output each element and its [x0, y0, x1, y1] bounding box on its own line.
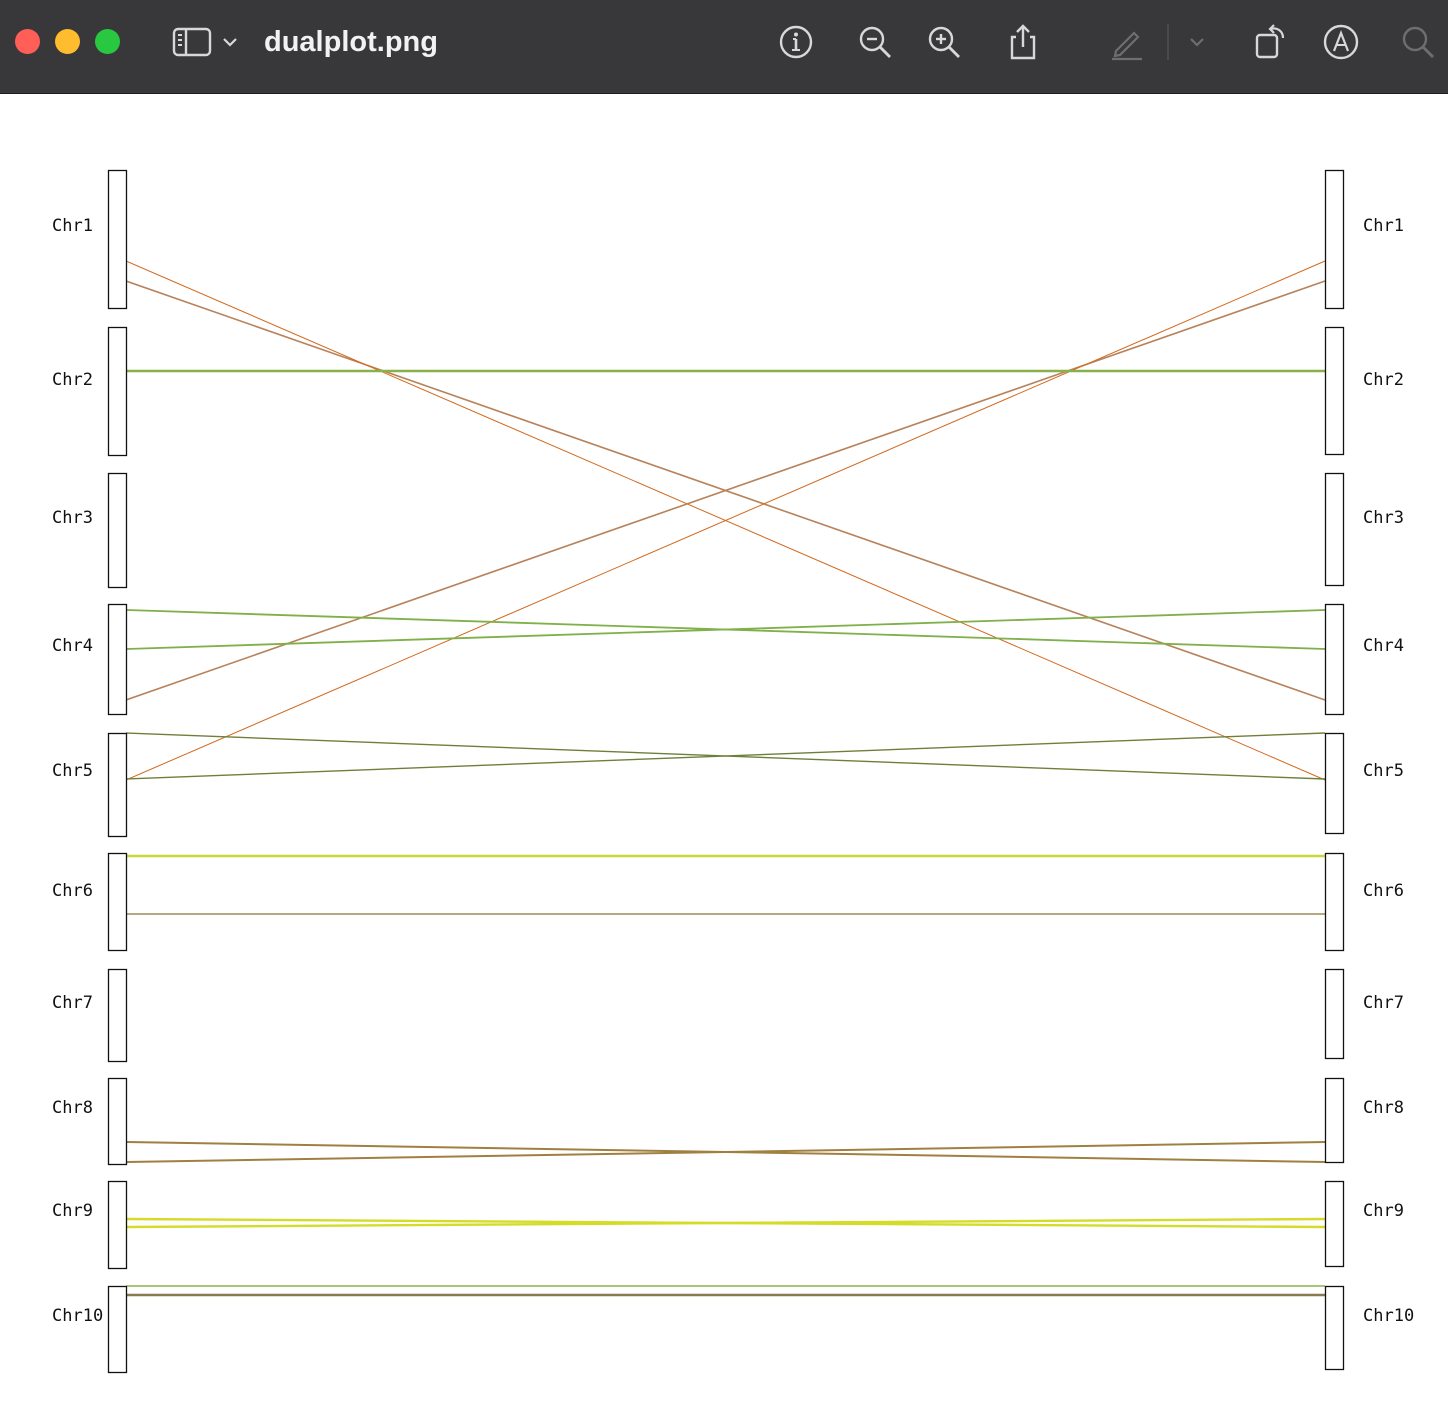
right-chromosome-bar-chr3 — [1324, 472, 1345, 587]
left-chromosome-bar-chr4 — [107, 603, 128, 716]
left-chromosome-bar-chr5 — [107, 732, 128, 838]
annotate-icon[interactable] — [1321, 22, 1361, 62]
left-chromosome-bar-chr7 — [107, 968, 128, 1063]
left-chromosome-label-chr9: Chr9 — [52, 1201, 93, 1221]
markup-pen-icon[interactable] — [1107, 22, 1147, 62]
sidebar-toggle-icon[interactable] — [172, 22, 212, 62]
left-chromosome-bar-chr2 — [107, 326, 128, 457]
synteny-link-chr9-chr9 — [125, 1217, 1326, 1229]
info-icon[interactable] — [776, 22, 816, 62]
right-chromosome-bar-chr6 — [1324, 852, 1345, 952]
right-chromosome-label-chr7: Chr7 — [1363, 993, 1404, 1013]
right-chromosome-bar-chr10 — [1324, 1285, 1345, 1371]
right-chromosome-label-chr3: Chr3 — [1363, 508, 1404, 528]
toolbar-separator — [1167, 24, 1169, 60]
synteny-plot: Chr1 Chr2 Chr3 Chr4 Chr5 Chr6 Chr7 Chr8 Chr9 Chr1… — [52, 169, 1414, 1374]
document-view: Chr1 Chr2 Chr3 Chr4 Chr5 Chr6 Chr7 Chr8 Chr9 Chr1… — [0, 95, 1448, 1402]
links-layer — [125, 260, 1326, 1297]
right-chromosome-label-chr10: Chr10 — [1363, 1306, 1414, 1326]
left-chromosome-label-chr3: Chr3 — [52, 508, 93, 528]
right-chromosome-label-chr9: Chr9 — [1363, 1201, 1404, 1221]
window-title: dualplot.png — [264, 26, 438, 58]
right-chromosome-label-chr5: Chr5 — [1363, 761, 1404, 781]
left-chromosome-label-chr7: Chr7 — [52, 993, 93, 1013]
right-chromosome-label-chr2: Chr2 — [1363, 370, 1404, 390]
zoom-out-icon[interactable] — [855, 22, 895, 62]
right-chromosome-bar-chr9 — [1324, 1180, 1345, 1268]
chromosomes-layer: Chr1 Chr2 Chr3 Chr4 Chr5 Chr6 Chr7 Chr8 Chr9 Chr1… — [52, 169, 1414, 1374]
chevron-down-icon[interactable] — [215, 22, 245, 62]
right-chromosome-label-chr6: Chr6 — [1363, 881, 1404, 901]
synteny-link-chr5-chr1 — [125, 260, 1326, 781]
left-chromosome-bar-chr9 — [107, 1180, 128, 1270]
synteny-link-chr4-chr4 — [125, 609, 1326, 650]
search-icon[interactable] — [1398, 22, 1438, 62]
right-chromosome-label-chr4: Chr4 — [1363, 636, 1404, 656]
right-chromosome-label-chr1: Chr1 — [1363, 216, 1404, 236]
left-chromosome-label-chr6: Chr6 — [52, 881, 93, 901]
close-window-button[interactable] — [15, 29, 40, 54]
left-chromosome-bar-chr1 — [107, 169, 128, 310]
title-bar: dualplot.png — [0, 0, 1448, 94]
right-chromosome-bar-chr4 — [1324, 603, 1345, 716]
right-chromosome-bar-chr1 — [1324, 169, 1345, 310]
left-chromosome-label-chr8: Chr8 — [52, 1098, 93, 1118]
right-chromosome-bar-chr2 — [1324, 326, 1345, 456]
synteny-link-chr4-chr1 — [125, 280, 1326, 701]
zoom-window-button[interactable] — [95, 29, 120, 54]
left-chromosome-label-chr10: Chr10 — [52, 1306, 103, 1326]
minimize-window-button[interactable] — [55, 29, 80, 54]
left-chromosome-label-chr2: Chr2 — [52, 370, 93, 390]
left-chromosome-bar-chr10 — [107, 1285, 128, 1374]
synteny-link-chr8-chr8 — [125, 1141, 1326, 1163]
left-chromosome-bar-chr8 — [107, 1077, 128, 1166]
left-chromosome-bar-chr3 — [107, 472, 128, 589]
left-chromosome-label-chr1: Chr1 — [52, 216, 93, 236]
right-chromosome-label-chr8: Chr8 — [1363, 1098, 1404, 1118]
right-chromosome-bar-chr8 — [1324, 1077, 1345, 1164]
share-icon[interactable] — [1003, 22, 1043, 62]
left-chromosome-label-chr4: Chr4 — [52, 636, 93, 656]
right-chromosome-bar-chr7 — [1324, 968, 1345, 1060]
right-chromosome-bar-chr5 — [1324, 732, 1345, 835]
left-chromosome-bar-chr6 — [107, 852, 128, 952]
markup-options-chevron-icon[interactable] — [1182, 22, 1212, 62]
synteny-link-chr5-chr5 — [125, 732, 1326, 780]
left-chromosome-label-chr5: Chr5 — [52, 761, 93, 781]
zoom-in-icon[interactable] — [924, 22, 964, 62]
rotate-icon[interactable] — [1250, 22, 1290, 62]
